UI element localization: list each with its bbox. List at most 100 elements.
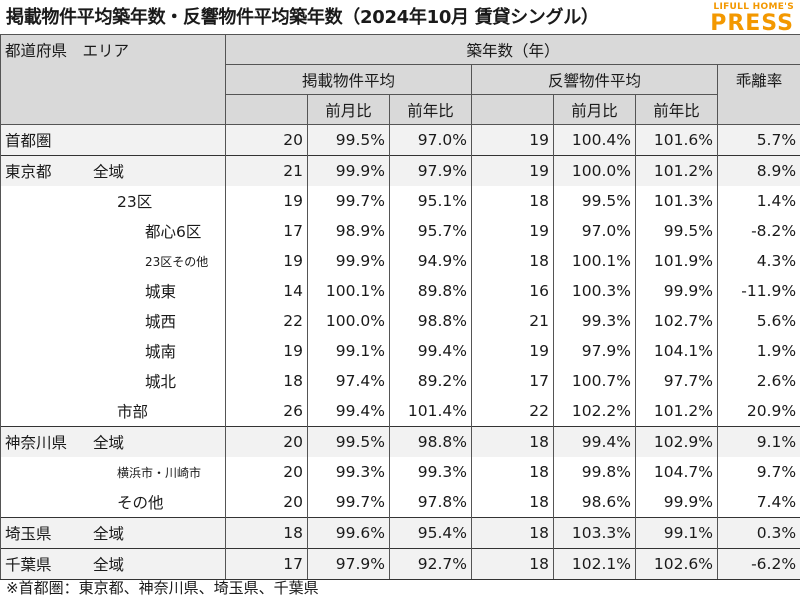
listed-yoy-cell: 97.8% [389,487,472,518]
listed-yoy-cell: 95.4% [389,517,472,549]
listed-yoy-cell: 99.3% [389,457,472,487]
listed-yoy-cell: 98.8% [389,306,472,336]
table-row: 埼玉県 全域 18 99.6% 95.4% 18 103.3% 99.1% 0.3% [0,517,800,549]
listed-mom-cell: 97.4% [307,366,390,396]
gap-rate-cell: 20.9% [717,396,800,427]
region-cell: 横浜市・川崎市 [0,457,226,487]
area-label: 全域 [93,525,125,543]
table-row: 横浜市・川崎市 20 99.3% 99.3% 18 99.8% 104.7% 9.7% [0,457,800,487]
listed-age-cell: 19 [225,246,308,276]
region-cell: 城北 [0,366,226,396]
response-yoy-cell: 101.6% [635,124,718,156]
footnote: ※首都圏：東京都、神奈川県、埼玉県、千葉県 [6,579,319,597]
listed-age-cell: 17 [225,216,308,246]
table-row: 23区その他 19 99.9% 94.9% 18 100.1% 101.9% 4.3% [0,246,800,276]
response-mom-cell: 100.1% [553,246,636,276]
table-row: 首都圏 20 99.5% 97.0% 19 100.4% 101.6% 5.7% [0,124,800,156]
listed-yoy-cell: 94.9% [389,246,472,276]
region-cell: 市部 [0,396,226,427]
response-yoy-cell: 99.9% [635,487,718,518]
response-yoy-cell: 101.3% [635,186,718,216]
listed-mom-cell: 99.6% [307,517,390,549]
response-yoy-cell: 101.2% [635,396,718,427]
region-cell: 城西 [0,306,226,336]
response-mom-cell: 99.3% [553,306,636,336]
listed-age-cell: 19 [225,186,308,216]
response-mom-header: 前月比 [553,94,636,125]
gap-rate-cell: 0.3% [717,517,800,549]
response-mom-cell: 100.4% [553,124,636,156]
listed-average-header: 掲載物件平均 [225,64,472,95]
response-mom-cell: 103.3% [553,517,636,549]
gap-rate-cell: 9.7% [717,457,800,487]
region-cell: 埼玉県 全域 [0,517,226,549]
gap-rate-cell: 4.3% [717,246,800,276]
listed-age-cell: 18 [225,517,308,549]
region-cell: 城東 [0,276,226,306]
gap-rate-cell: 2.6% [717,366,800,396]
listed-yoy-header: 前年比 [389,94,472,125]
table-row: 城北 18 97.4% 89.2% 17 100.7% 97.7% 2.6% [0,366,800,396]
listed-age-cell: 21 [225,155,308,186]
listed-age-cell: 20 [225,457,308,487]
listed-mom-header: 前月比 [307,94,390,125]
listed-yoy-cell: 89.2% [389,366,472,396]
response-age-subheader [471,94,554,125]
listed-age-cell: 14 [225,276,308,306]
response-age-cell: 18 [471,517,554,549]
region-cell: 23区 [0,186,226,216]
page-title: 掲載物件平均築年数・反響物件平均築年数（2024年10月 賃貸シングル） [6,7,599,28]
response-age-cell: 18 [471,246,554,276]
listed-yoy-cell: 101.4% [389,396,472,427]
listed-yoy-cell: 95.7% [389,216,472,246]
listed-mom-cell: 99.4% [307,396,390,427]
area-label: 城北 [145,373,177,391]
listed-age-cell: 20 [225,487,308,518]
gap-rate-cell: -6.2% [717,548,800,580]
response-yoy-cell: 102.6% [635,548,718,580]
age-header: 築年数（年） [224,34,800,65]
response-mom-cell: 102.2% [553,396,636,427]
response-average-header: 反響物件平均 [471,64,718,95]
response-mom-cell: 102.1% [553,548,636,580]
region-cell: 神奈川県 全域 [0,426,226,457]
region-cell: その他 [0,487,226,518]
gap-rate-header: 乖離率 [716,64,800,125]
response-yoy-cell: 102.9% [635,426,718,457]
gap-rate-cell: 5.7% [717,124,800,156]
region-header: 都道府県 エリア [0,34,226,125]
response-age-cell: 18 [471,426,554,457]
listed-age-cell: 20 [225,124,308,156]
response-mom-cell: 100.7% [553,366,636,396]
response-yoy-cell: 99.9% [635,276,718,306]
region-cell: 都心6区 [0,216,226,246]
response-mom-cell: 100.0% [553,155,636,186]
listed-yoy-cell: 98.8% [389,426,472,457]
area-label: 都心6区 [145,223,202,241]
response-age-cell: 19 [471,336,554,366]
area-label: 全域 [93,163,125,181]
area-label: 城南 [145,343,177,361]
response-age-cell: 21 [471,306,554,336]
listed-age-subheader [225,94,308,125]
listed-yoy-cell: 89.8% [389,276,472,306]
response-mom-cell: 97.9% [553,336,636,366]
table-row: その他 20 99.7% 97.8% 18 98.6% 99.9% 7.4% [0,487,800,518]
response-mom-cell: 99.8% [553,457,636,487]
area-label: 23区 [117,193,153,211]
listed-yoy-cell: 95.1% [389,186,472,216]
response-yoy-cell: 101.2% [635,155,718,186]
area-label: 全域 [93,556,125,574]
response-age-cell: 16 [471,276,554,306]
area-label: 市部 [117,403,149,421]
listed-age-cell: 26 [225,396,308,427]
listed-mom-cell: 98.9% [307,216,390,246]
table-header: 都道府県 エリア 築年数（年） 掲載物件平均 反響物件平均 乖離率 前月比 前年… [0,34,800,125]
gap-rate-cell: 1.4% [717,186,800,216]
response-yoy-cell: 97.7% [635,366,718,396]
response-age-cell: 19 [471,216,554,246]
response-mom-cell: 99.4% [553,426,636,457]
response-yoy-header: 前年比 [635,94,718,125]
listed-mom-cell: 100.0% [307,306,390,336]
prefecture-label: 首都圏 [5,132,52,150]
